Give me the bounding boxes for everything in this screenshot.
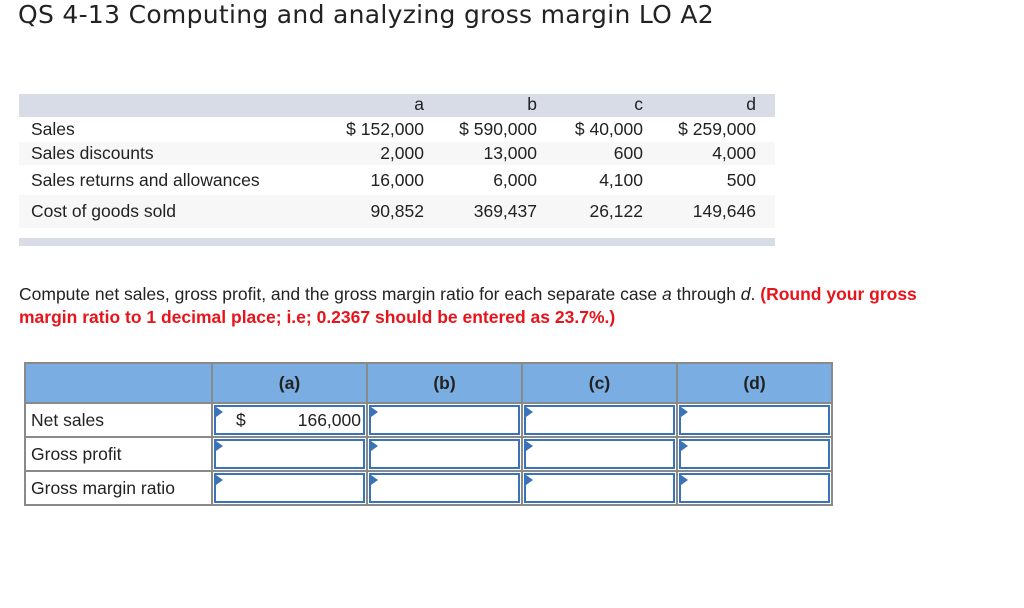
answer-input[interactable] bbox=[214, 473, 365, 503]
answer-table: (a) (b) (c) (d) Net sales $166,000 Gross p… bbox=[24, 362, 833, 506]
cell-value: $ 259,000 bbox=[678, 119, 756, 139]
table-row: Sales $ 152,000 $ 590,000 $ 40,000 $ 259,000 bbox=[19, 117, 775, 142]
col-header: a bbox=[414, 94, 424, 114]
input-marker-icon bbox=[526, 407, 533, 417]
answer-input[interactable] bbox=[524, 473, 675, 503]
cell-value: 600 bbox=[613, 143, 643, 163]
cell-value: 4,100 bbox=[599, 169, 643, 190]
cell-value: $ 152,000 bbox=[346, 119, 424, 139]
input-marker-icon bbox=[681, 407, 688, 417]
page-title: QS 4-13 Computing and analyzing gross ma… bbox=[18, 0, 715, 29]
row-label: Sales discounts bbox=[31, 143, 154, 163]
answer-input[interactable] bbox=[679, 405, 830, 435]
input-marker-icon bbox=[681, 475, 688, 485]
cell-value: $ 590,000 bbox=[459, 119, 537, 139]
row-label: Sales returns and allowances bbox=[31, 169, 260, 190]
col-header: (c) bbox=[521, 362, 678, 404]
row-label: Net sales bbox=[24, 402, 213, 438]
table-row: Sales discounts 2,000 13,000 600 4,000 bbox=[19, 142, 775, 165]
instructions: Compute net sales, gross profit, and the… bbox=[19, 284, 917, 327]
answer-input[interactable] bbox=[679, 473, 830, 503]
answer-input[interactable] bbox=[679, 439, 830, 469]
col-header: (a) bbox=[211, 362, 368, 404]
answer-input[interactable] bbox=[524, 405, 675, 435]
table-row: Gross profit bbox=[24, 436, 833, 472]
table-row: Net sales $166,000 bbox=[24, 402, 833, 438]
input-marker-icon bbox=[216, 407, 223, 417]
cell-value: 16,000 bbox=[370, 169, 424, 190]
input-marker-icon bbox=[371, 475, 378, 485]
col-header: (d) bbox=[676, 362, 833, 404]
cell-value: 6,000 bbox=[493, 169, 537, 190]
cell-value: 500 bbox=[726, 169, 756, 190]
row-label: Cost of goods sold bbox=[31, 201, 176, 221]
input-marker-icon bbox=[216, 475, 223, 485]
row-label: Gross margin ratio bbox=[24, 470, 213, 506]
answer-input[interactable] bbox=[369, 439, 520, 469]
input-marker-icon bbox=[371, 407, 378, 417]
cell-value: $ 40,000 bbox=[574, 119, 643, 139]
col-header: d bbox=[746, 94, 756, 114]
given-header-row: a b c d bbox=[19, 94, 775, 117]
input-marker-icon bbox=[371, 441, 378, 451]
given-data-table: a b c d Sales $ 152,000 $ 590,000 $ 40,000 $… bbox=[19, 94, 775, 246]
input-marker-icon bbox=[216, 441, 223, 451]
table-row: Sales returns and allowances 16,000 6,000 4… bbox=[19, 165, 775, 195]
answer-input[interactable] bbox=[369, 405, 520, 435]
cell-value: 90,852 bbox=[370, 201, 424, 221]
input-marker-icon bbox=[526, 441, 533, 451]
table-row: Cost of goods sold 90,852 369,437 26,122 149… bbox=[19, 195, 775, 228]
input-value: 166,000 bbox=[297, 409, 361, 430]
row-label: Gross profit bbox=[24, 436, 213, 472]
rounding-note: (Round your gross margin ratio to 1 deci… bbox=[19, 284, 917, 327]
cell-value: 4,000 bbox=[712, 143, 756, 163]
input-marker-icon bbox=[681, 441, 688, 451]
answer-input[interactable]: $166,000 bbox=[214, 405, 365, 435]
table-footer-bar bbox=[19, 238, 775, 246]
answer-input[interactable] bbox=[214, 439, 365, 469]
currency-prefix: $ bbox=[236, 409, 246, 430]
col-header: (b) bbox=[366, 362, 523, 404]
cell-value: 149,646 bbox=[692, 201, 756, 221]
cell-value: 2,000 bbox=[380, 143, 424, 163]
cell-value: 13,000 bbox=[483, 143, 537, 163]
col-header: b bbox=[527, 94, 537, 114]
answer-input[interactable] bbox=[369, 473, 520, 503]
row-label: Sales bbox=[31, 119, 75, 139]
cell-value: 369,437 bbox=[473, 201, 537, 221]
answer-input[interactable] bbox=[524, 439, 675, 469]
cell-value: 26,122 bbox=[589, 201, 643, 221]
input-marker-icon bbox=[526, 475, 533, 485]
table-row: Gross margin ratio bbox=[24, 470, 833, 506]
col-header: c bbox=[634, 94, 643, 114]
